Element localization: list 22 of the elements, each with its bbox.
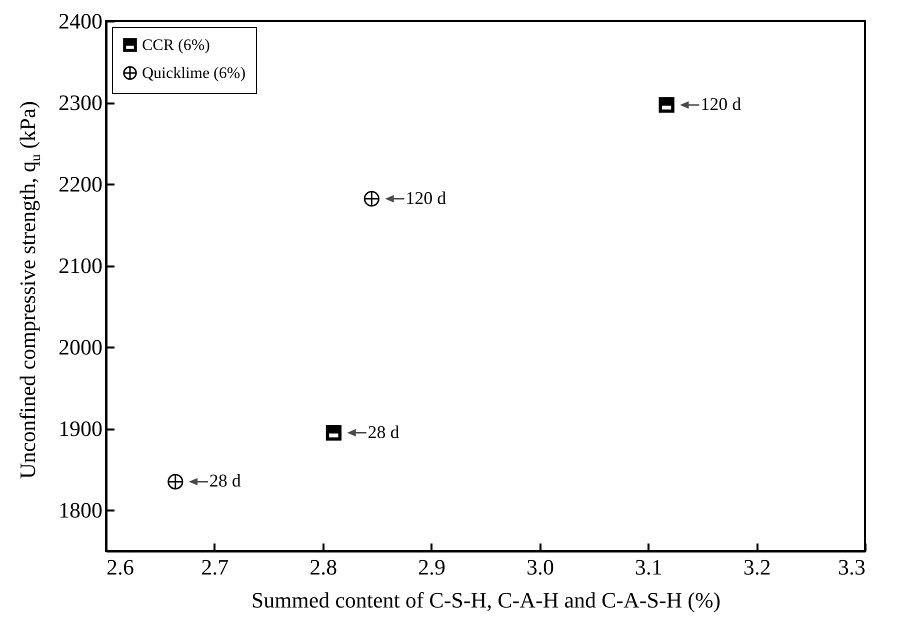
y-tick-label: 2000: [58, 334, 102, 360]
x-tick-label: 3.3: [838, 554, 866, 580]
x-tick-label: 2.9: [418, 554, 446, 580]
x-tick-label: 2.7: [201, 554, 229, 580]
y-tick-label: 1800: [58, 498, 102, 523]
x-tick-label: 3.2: [743, 554, 771, 580]
annotation: 28 d: [368, 422, 400, 442]
y-tick-label: 2200: [58, 172, 102, 197]
legend-label: CCR (6%): [142, 37, 210, 54]
y-tick-label: 2300: [58, 90, 102, 116]
annotation: 120 d: [406, 188, 446, 208]
x-axis-title: Summed content of C-S-H, C-A-H and C-A-S-H (%): [251, 588, 721, 612]
annotation: 28 d: [209, 470, 241, 491]
legend-label: Quicklime (6%): [142, 65, 246, 82]
x-tick-label: 3.0: [526, 554, 554, 580]
y-tick-label: 1900: [58, 416, 102, 442]
y-tick-label: 2400: [58, 8, 102, 34]
y-tick-label: 2100: [58, 253, 102, 278]
x-tick-label: 3.1: [634, 554, 662, 580]
x-tick-label: 2.6: [106, 554, 134, 580]
x-tick-label: 2.8: [310, 554, 338, 580]
annotation: 120 d: [700, 94, 742, 114]
